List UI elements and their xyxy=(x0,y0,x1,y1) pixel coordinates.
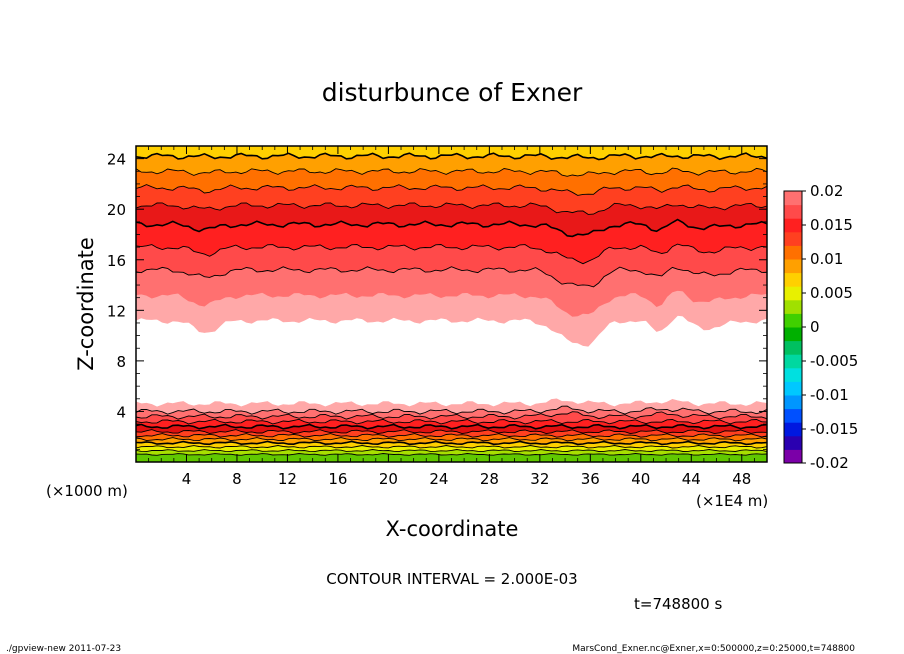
colorbar-cell xyxy=(784,395,802,410)
y-tick-label: 4 xyxy=(116,403,126,421)
colorbar-tick-label: -0.005 xyxy=(810,352,858,370)
colorbar-tick-label: -0.015 xyxy=(810,420,858,438)
colorbar-cell xyxy=(784,367,802,382)
low-z-contour-line xyxy=(135,423,768,430)
colorbar-cell xyxy=(784,218,802,233)
low-z-contour-line xyxy=(135,418,768,425)
x-tick-label: 4 xyxy=(182,470,192,488)
colorbar-cell xyxy=(784,422,802,437)
high-z-contour-line xyxy=(135,266,768,288)
y-axis-ticks: 4 8 12 16 20 24 xyxy=(107,151,767,450)
chart-title: disturbunce of Exner xyxy=(322,78,583,107)
x-tick-label: 48 xyxy=(732,470,751,488)
x-tick-label: 20 xyxy=(379,470,398,488)
y-tick-label: 24 xyxy=(107,151,126,169)
high-z-contour-line xyxy=(135,243,768,265)
colorbar-cell xyxy=(784,449,802,464)
colorbar-tick-label: -0.02 xyxy=(810,454,849,472)
x-tick-label: 8 xyxy=(232,470,242,488)
x-tick-label: 32 xyxy=(530,470,549,488)
x-tick-label: 36 xyxy=(581,470,600,488)
footer-right: MarsCond_Exner.nc@Exner,x=0:500000,z=0:2… xyxy=(572,644,855,654)
low-z-contour-line xyxy=(135,433,768,438)
high-z-contour-line xyxy=(135,184,768,196)
low-z-contour-line xyxy=(135,411,768,420)
low-z-contour-line xyxy=(135,445,768,449)
x-axis-label: X-coordinate xyxy=(386,517,519,541)
high-z-contour-line xyxy=(135,218,768,238)
colorbar-cell xyxy=(784,313,802,328)
x-tick-label: 16 xyxy=(328,470,347,488)
colorbar-cell xyxy=(784,299,802,314)
colorbar-cell xyxy=(784,231,802,246)
footer-left: ./gpview-new 2011-07-23 xyxy=(6,644,121,654)
high-z-contour-line xyxy=(135,202,768,215)
colorbar-cell xyxy=(784,204,802,219)
high-z-contour-line xyxy=(135,167,768,177)
x-tick-label: 44 xyxy=(682,470,701,488)
colorbar-tick-label: 0.02 xyxy=(810,182,843,200)
colorbar-cell xyxy=(784,191,802,206)
low-z-contour-line xyxy=(135,453,768,456)
x-tick-label: 12 xyxy=(278,470,297,488)
colorbar: 0.02 0.015 0.01 0.005 0 -0.005 -0.01 -0.015 -0.0… xyxy=(783,182,858,472)
colorbar-tick-label: 0.015 xyxy=(810,216,853,234)
colorbar-cell xyxy=(784,286,802,301)
x-axis-ticks: 4 8 12 16 20 24 28 32 36 40 44 48 xyxy=(148,146,755,488)
y-tick-label: 8 xyxy=(116,353,126,371)
colorbar-tick-label: 0.01 xyxy=(810,250,843,268)
x-unit-label: (×1E4 m) xyxy=(696,492,768,510)
colorbar-tick-label: 0 xyxy=(810,318,820,336)
y-tick-label: 12 xyxy=(107,302,126,320)
y-axis-label: Z-coordinate xyxy=(74,237,98,371)
y-tick-label: 16 xyxy=(107,252,126,270)
low-z-contour-line xyxy=(135,429,768,435)
low-z-contour-line xyxy=(135,437,768,442)
low-z-contour-line xyxy=(135,440,768,446)
low-z-contour-line xyxy=(135,449,768,453)
time-label: t=748800 s xyxy=(634,595,722,613)
colorbar-cell xyxy=(784,435,802,450)
colorbar-cell xyxy=(784,245,802,260)
contour-lines xyxy=(135,152,768,456)
colorbar-cell xyxy=(784,327,802,342)
colorbar-cell xyxy=(784,354,802,369)
colorbar-tick-label: -0.01 xyxy=(810,386,849,404)
high-z-contour-line xyxy=(135,152,768,161)
colorbar-cell xyxy=(784,259,802,274)
x-tick-label: 28 xyxy=(480,470,499,488)
x-tick-label: 40 xyxy=(631,470,650,488)
y-tick-label: 20 xyxy=(107,201,126,219)
colorbar-cell xyxy=(784,408,802,423)
colorbar-cell xyxy=(784,340,802,355)
x-tick-label: 24 xyxy=(429,470,448,488)
colorbar-ticks: 0.02 0.015 0.01 0.005 0 -0.005 -0.01 -0.015 -0.0… xyxy=(802,182,858,472)
colorbar-cell xyxy=(784,381,802,396)
colorbar-tick-label: 0.005 xyxy=(810,284,853,302)
colorbar-cells xyxy=(784,191,802,464)
low-z-contour-line xyxy=(135,405,768,415)
y-unit-label: (×1000 m) xyxy=(46,482,128,500)
high-z-band xyxy=(135,290,768,347)
contour-interval-note: CONTOUR INTERVAL = 2.000E-03 xyxy=(326,570,577,588)
colorbar-cell xyxy=(784,272,802,287)
